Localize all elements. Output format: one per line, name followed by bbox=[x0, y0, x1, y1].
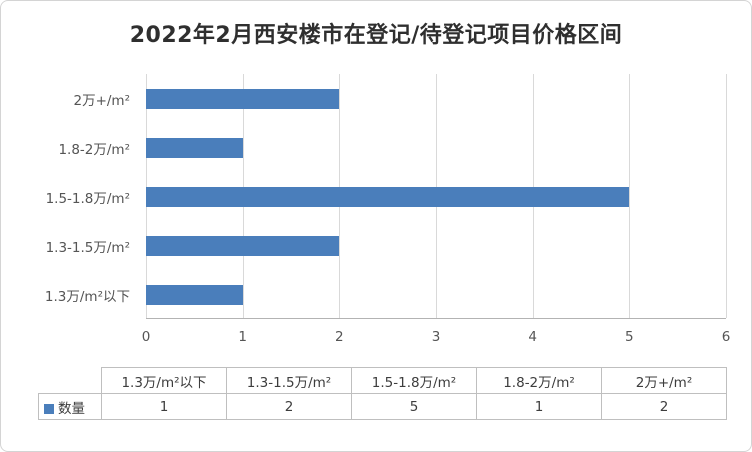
x-axis: 0 1 2 3 4 5 6 bbox=[142, 329, 731, 347]
gridline bbox=[629, 74, 631, 318]
y-axis-label: 1.3万/m²以下 bbox=[44, 288, 130, 305]
table-corner-cell bbox=[39, 368, 102, 394]
table-value-cell: 1 bbox=[476, 393, 602, 420]
x-axis-tick-label: 6 bbox=[721, 329, 731, 345]
x-axis-tick-label: 0 bbox=[141, 329, 151, 345]
y-axis-label: 1.5-1.8万/m² bbox=[45, 190, 130, 207]
series-color-swatch-icon bbox=[44, 403, 54, 414]
bar[interactable] bbox=[146, 186, 630, 207]
bar[interactable] bbox=[146, 284, 243, 305]
table-value-cell: 2 bbox=[601, 393, 727, 420]
x-axis-tick-label: 1 bbox=[238, 329, 247, 345]
table-value-cell: 1 bbox=[101, 393, 227, 420]
y-axis-label: 1.3-1.5万/m² bbox=[45, 239, 130, 256]
x-axis-tick-label: 5 bbox=[625, 329, 634, 345]
table-value-cell: 5 bbox=[351, 393, 477, 420]
table-value-cell: 2 bbox=[226, 393, 352, 420]
bar[interactable] bbox=[146, 88, 340, 109]
table-header-cell: 2万+/m² bbox=[601, 367, 727, 394]
table-header-cell: 1.5-1.8万/m² bbox=[351, 367, 477, 394]
x-axis-tick-label: 3 bbox=[431, 329, 441, 345]
chart-title: 2022年2月西安楼市在登记/待登记项目价格区间 bbox=[129, 23, 623, 48]
chart-data-table: 1.3万/m²以下 1.3-1.5万/m² 1.5-1.8万/m² 1.8-2万/m²… bbox=[38, 367, 727, 420]
plot-area bbox=[146, 74, 727, 319]
y-axis-label: 2万+/m² bbox=[73, 92, 130, 109]
table-header-cell: 1.3-1.5万/m² bbox=[226, 367, 352, 394]
y-axis-label: 1.8-2万/m² bbox=[58, 141, 130, 158]
x-axis-tick-label: 2 bbox=[335, 329, 344, 345]
bar[interactable] bbox=[146, 235, 340, 256]
table-header-row: 1.3万/m²以下 1.3-1.5万/m² 1.5-1.8万/m² 1.8-2万/m²… bbox=[39, 367, 727, 394]
table-header-cell: 1.8-2万/m² bbox=[476, 367, 602, 394]
table-legend-cell: 数量 bbox=[38, 393, 102, 420]
table-header-cell: 1.3万/m²以下 bbox=[101, 367, 227, 394]
gridline bbox=[726, 74, 727, 318]
bar[interactable] bbox=[146, 137, 243, 158]
y-axis: 1.3万/m²以下 1.3-1.5万/m² 1.5-1.8万/m² 1.8-2万/m²… bbox=[1, 74, 139, 319]
x-axis-tick-label: 4 bbox=[528, 329, 537, 345]
table-value-row: 数量 1 2 5 1 2 bbox=[38, 393, 727, 420]
